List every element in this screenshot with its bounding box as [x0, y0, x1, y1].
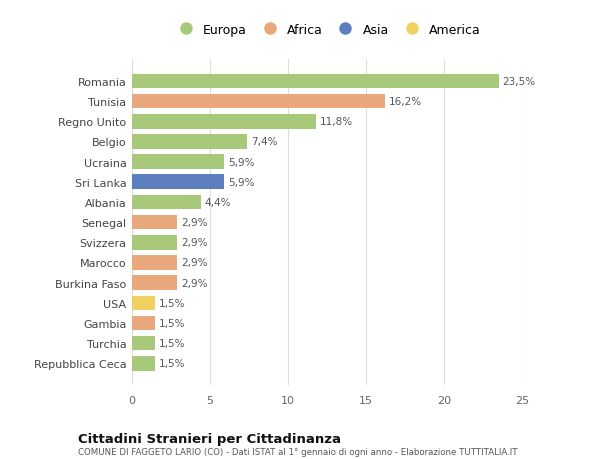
Text: 4,4%: 4,4%	[205, 197, 231, 207]
Bar	[132, 175, 224, 190]
Bar	[132, 74, 499, 89]
Bar	[132, 195, 200, 210]
Bar	[132, 155, 224, 169]
Bar	[132, 215, 177, 230]
Text: 5,9%: 5,9%	[228, 157, 254, 167]
Text: 5,9%: 5,9%	[228, 177, 254, 187]
Text: 1,5%: 1,5%	[160, 318, 186, 328]
Bar	[132, 135, 247, 149]
Bar	[132, 256, 177, 270]
Legend: Europa, Africa, Asia, America: Europa, Africa, Asia, America	[173, 23, 481, 37]
Bar	[132, 115, 316, 129]
Bar	[132, 95, 385, 109]
Text: 11,8%: 11,8%	[320, 117, 353, 127]
Bar	[132, 235, 177, 250]
Bar	[132, 336, 155, 351]
Text: COMUNE DI FAGGETO LARIO (CO) - Dati ISTAT al 1° gennaio di ogni anno - Elaborazi: COMUNE DI FAGGETO LARIO (CO) - Dati ISTA…	[78, 448, 517, 457]
Bar	[132, 296, 155, 310]
Text: 1,5%: 1,5%	[160, 298, 186, 308]
Text: 2,9%: 2,9%	[181, 258, 208, 268]
Bar	[132, 316, 155, 330]
Text: 2,9%: 2,9%	[181, 238, 208, 248]
Bar	[132, 276, 177, 290]
Text: 16,2%: 16,2%	[389, 97, 422, 107]
Text: 23,5%: 23,5%	[503, 77, 536, 87]
Text: 1,5%: 1,5%	[160, 338, 186, 348]
Text: Cittadini Stranieri per Cittadinanza: Cittadini Stranieri per Cittadinanza	[78, 432, 341, 445]
Bar	[132, 356, 155, 371]
Text: 2,9%: 2,9%	[181, 218, 208, 228]
Text: 1,5%: 1,5%	[160, 358, 186, 369]
Text: 2,9%: 2,9%	[181, 278, 208, 288]
Text: 7,4%: 7,4%	[251, 137, 278, 147]
